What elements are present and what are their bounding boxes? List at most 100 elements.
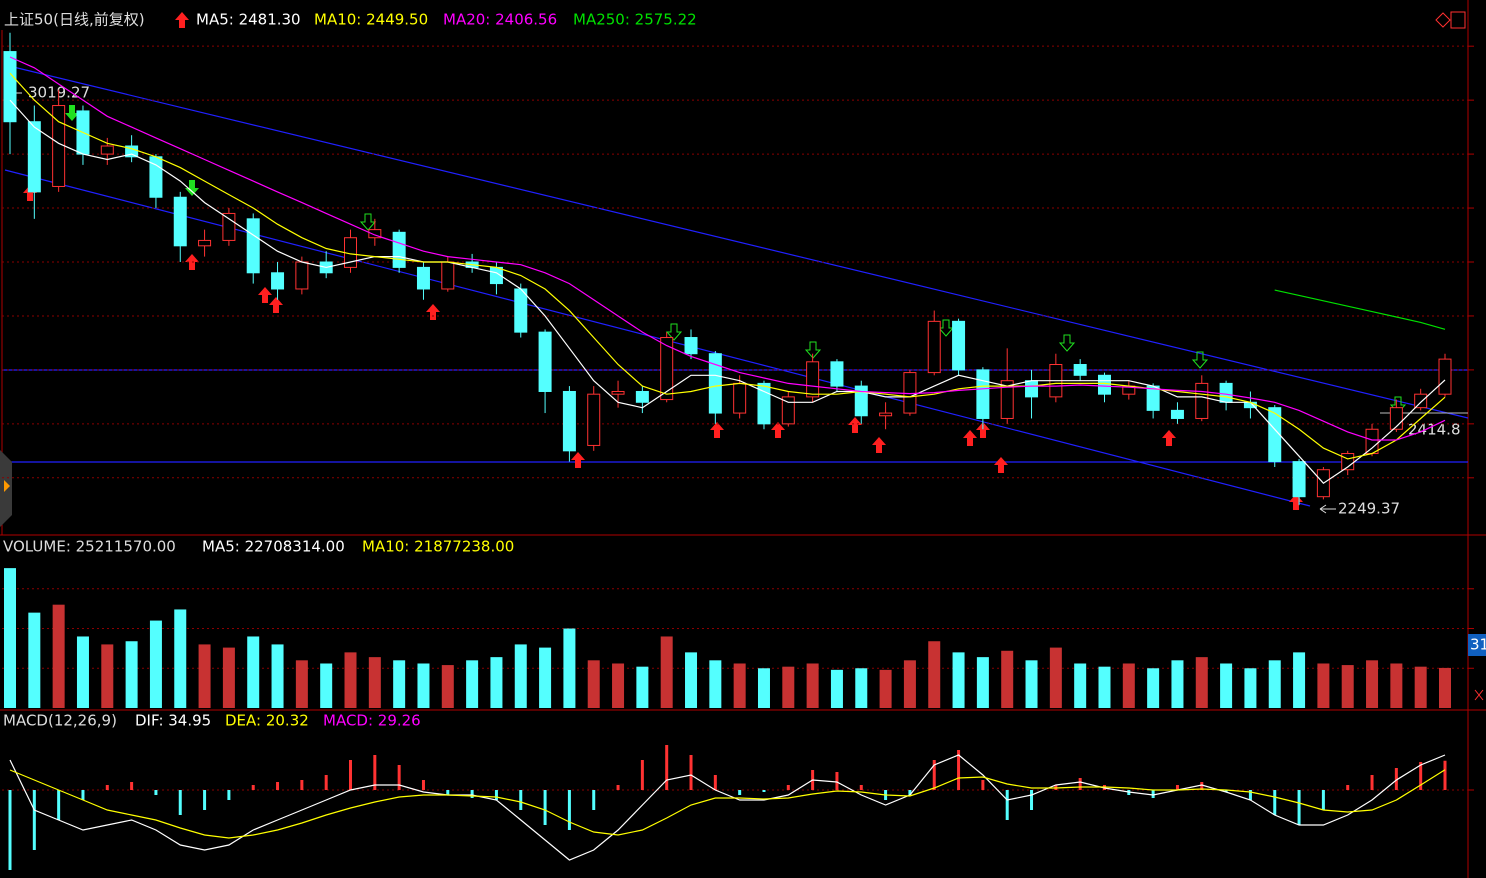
candle-body: [757, 382, 771, 425]
macd-bar: [373, 755, 377, 790]
macd-bar: [130, 782, 134, 790]
indicator-line: [1274, 289, 1446, 330]
macd-bar: [494, 790, 498, 800]
candle-body: [1219, 382, 1233, 403]
candle-body: [271, 272, 285, 290]
candle-body: [441, 261, 455, 290]
candle-body: [587, 393, 601, 446]
volume-bar: [222, 647, 235, 708]
macd-bar: [1200, 782, 1204, 790]
candle-body: [952, 320, 966, 371]
volume-bar: [539, 647, 552, 708]
volume-bar: [830, 669, 843, 708]
candle-body: [1097, 374, 1111, 395]
volume-bar: [709, 660, 722, 708]
volume-bar: [125, 641, 138, 708]
volume-bar: [1001, 650, 1014, 708]
volume-bar: [4, 568, 16, 708]
macd-bar: [762, 790, 766, 792]
macd-bar: [1078, 778, 1082, 790]
candle-body: [222, 212, 236, 241]
macd-bar: [981, 780, 985, 790]
candle-body: [368, 229, 382, 239]
low-label: 2249.37: [1338, 500, 1400, 518]
volume-bar: [685, 652, 698, 708]
macd-bar: [1419, 762, 1423, 790]
candle-body: [392, 231, 406, 268]
macd-bar: [251, 785, 255, 790]
macd-bar: [1175, 785, 1179, 790]
candle-body: [1170, 409, 1184, 419]
volume-bar: [320, 663, 333, 708]
volume-bar: [1439, 667, 1451, 708]
volume-bar: [1341, 665, 1354, 708]
volume-bar: [1390, 663, 1403, 708]
legend-item: MA20: 2406.56: [443, 11, 557, 29]
candle-body: [562, 390, 576, 452]
macd-bar: [1370, 775, 1374, 790]
volume-bar: [52, 604, 65, 708]
macd-bar: [470, 790, 474, 798]
macd-bar: [81, 790, 85, 800]
macd-bar: [227, 790, 231, 800]
legend-item: MACD: 29.26: [323, 712, 421, 730]
volume-bar: [1098, 666, 1111, 708]
volume-bar: [1074, 663, 1087, 708]
macd-bar: [543, 790, 547, 825]
toolbar-icon[interactable]: [1435, 12, 1451, 28]
volume-bar: [490, 657, 503, 708]
macd-bar: [1248, 790, 1252, 800]
volume-bar: [174, 609, 187, 708]
macd-bar: [8, 790, 12, 870]
candle-body: [173, 196, 187, 247]
volume-bar: [1195, 657, 1208, 708]
candle-body: [295, 261, 309, 290]
macd-bar: [957, 750, 961, 790]
candle-body: [733, 382, 747, 414]
trend-line: [4, 64, 1469, 419]
volume-title: VOLUME: 25211570.00: [3, 538, 176, 556]
side-tab-icon[interactable]: [4, 480, 10, 492]
price-label: 2414.8: [1408, 421, 1461, 439]
macd-bar: [154, 790, 158, 795]
candle-body: [1365, 428, 1379, 455]
volume-bar: [101, 644, 114, 708]
macd-bar: [786, 785, 790, 790]
volume-bar: [1268, 660, 1281, 708]
volume-bar: [1366, 660, 1379, 708]
macd-bar: [57, 790, 61, 820]
macd-bar: [1443, 760, 1447, 790]
volume-bar: [76, 636, 89, 708]
macd-bar: [835, 772, 839, 790]
volume-bar: [1171, 660, 1184, 708]
volume-bar: [660, 636, 673, 708]
volume-bar: [149, 620, 162, 708]
candle-body: [879, 412, 893, 417]
volume-bar: [1414, 666, 1427, 708]
candle-body: [684, 337, 698, 355]
macd-bar: [932, 760, 936, 790]
volume-bar: [295, 660, 308, 708]
macd-bar: [324, 775, 328, 790]
candle-body: [1414, 393, 1428, 409]
legend-item: MA250: 2575.22: [573, 11, 697, 29]
toolbar-icon[interactable]: [1450, 11, 1466, 29]
volume-bar: [466, 660, 479, 708]
indicator-line: [9, 754, 1446, 861]
candle-body: [1268, 407, 1282, 463]
candle-body: [635, 390, 649, 403]
legend-item: MA10: 21877238.00: [362, 538, 514, 556]
close-icon[interactable]: [1474, 689, 1484, 701]
macd-bar: [908, 790, 912, 795]
macd-bar: [689, 755, 693, 790]
macd-bar: [616, 785, 620, 790]
volume-bar: [368, 657, 381, 708]
volume-bar: [1220, 663, 1233, 708]
macd-bar: [1394, 768, 1398, 790]
macd-bar: [1297, 790, 1301, 825]
candle-body: [1292, 461, 1306, 498]
volume-bar: [612, 663, 625, 708]
macd-bar: [446, 790, 450, 795]
